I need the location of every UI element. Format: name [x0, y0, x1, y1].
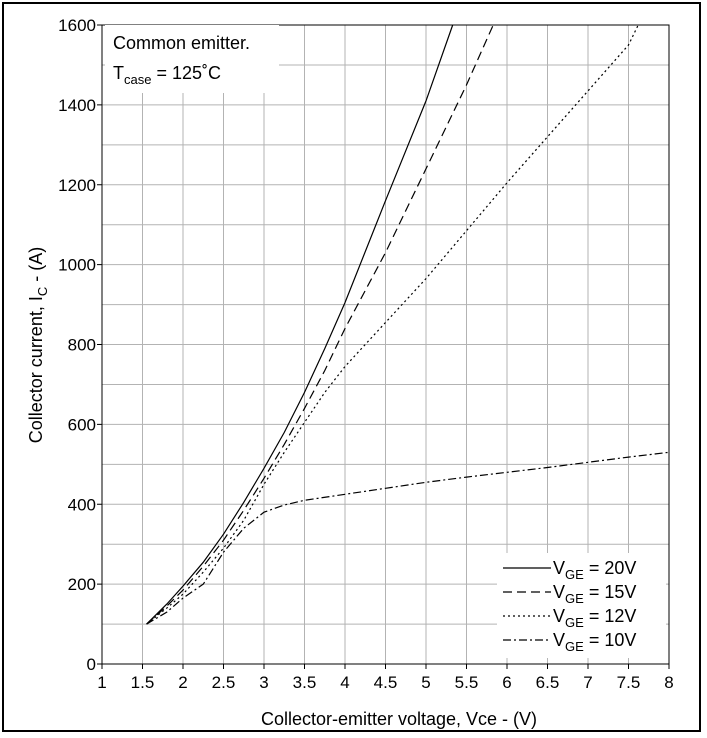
y-tick-label: 1400	[58, 96, 96, 115]
x-tick-label: 2.5	[212, 673, 236, 692]
y-tick-label: 800	[68, 336, 96, 355]
y-axis: 0 200 400 600 800 1000 1200 1400 1600	[58, 16, 102, 674]
annotation-line1: Common emitter.	[113, 33, 250, 53]
annotation-background	[105, 25, 279, 93]
y-tick-label: 0	[87, 655, 96, 674]
y-axis-title: Collector current, IC - (A)	[26, 247, 50, 443]
series-line-10v	[146, 451, 670, 625]
legend-label: VGE = 15V	[553, 582, 636, 606]
x-tick-label: 1.5	[131, 673, 155, 692]
legend-label: VGE = 20V	[553, 558, 636, 582]
x-tick-label: 4.5	[374, 673, 398, 692]
x-tick-label: 6.5	[536, 673, 560, 692]
x-tick-label: 1	[97, 673, 106, 692]
annotation-line2: Tcase = 125˚C	[113, 63, 221, 87]
y-axis-title-subscript: C	[35, 287, 50, 296]
chart-frame	[2, 2, 701, 732]
legend-label: VGE = 12V	[553, 606, 636, 630]
x-tick-label: 4	[340, 673, 349, 692]
y-tick-label: 1600	[58, 16, 96, 35]
y-tick-label: 200	[68, 575, 96, 594]
series-line-20v	[146, 24, 454, 625]
x-tick-label: 5	[421, 673, 430, 692]
y-axis-title-unit: - (A)	[26, 247, 46, 287]
y-tick-label: 400	[68, 495, 96, 514]
annotation-t-symbol: T	[113, 63, 124, 83]
x-axis-title: Collector-emitter voltage, Vce - (V)	[261, 709, 537, 729]
x-tick-label: 3.5	[293, 673, 317, 692]
series-line-12v	[146, 24, 639, 625]
y-tick-label: 600	[68, 415, 96, 434]
series-line-15v	[146, 24, 494, 625]
y-tick-label: 1000	[58, 256, 96, 275]
series-lines	[146, 24, 670, 625]
annotation-t-value: = 125˚C	[151, 63, 221, 83]
legend-label: VGE = 10V	[553, 630, 636, 654]
x-axis: 1 1.5 2 2.5 3 3.5 4 4.5 5 5.5 6 6.5 7 7.5 8	[97, 664, 674, 692]
grid	[101, 24, 670, 665]
x-tick-label: 8	[664, 673, 673, 692]
annotation-t-subscript: case	[124, 72, 151, 87]
x-tick-label: 2	[178, 673, 187, 692]
x-tick-label: 5.5	[455, 673, 479, 692]
x-tick-label: 6	[502, 673, 511, 692]
x-tick-label: 7.5	[617, 673, 641, 692]
x-tick-label: 3	[259, 673, 268, 692]
y-axis-title-main: Collector current, I	[26, 296, 46, 443]
y-tick-label: 1200	[58, 176, 96, 195]
x-tick-label: 7	[583, 673, 592, 692]
